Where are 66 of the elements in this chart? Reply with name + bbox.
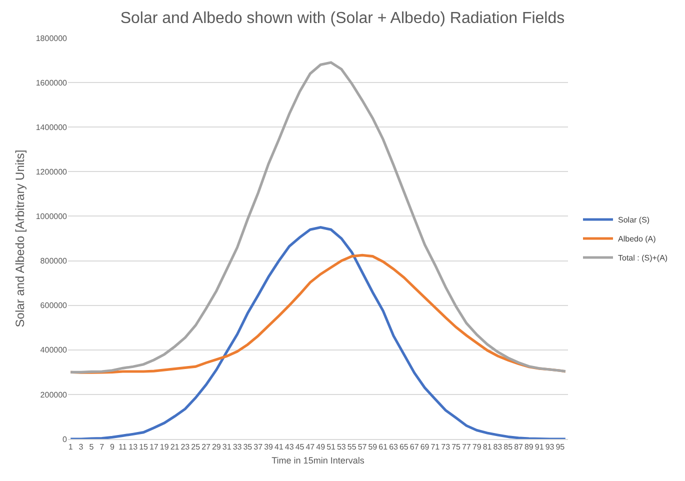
x-tick-label: 69	[420, 442, 430, 452]
x-tick-label: 11	[118, 442, 128, 452]
legend-label: Albedo (A)	[618, 234, 656, 244]
x-tick-label: 73	[441, 442, 451, 452]
x-tick-label: 3	[78, 442, 84, 452]
x-tick-label: 1	[68, 442, 74, 452]
x-tick-label: 49	[316, 442, 326, 452]
x-tick-label: 31	[222, 442, 232, 452]
x-tick-label: 17	[149, 442, 159, 452]
x-axis-title: Time in 15min Intervals	[272, 455, 365, 466]
x-tick-label: 59	[368, 442, 378, 452]
x-tick-label: 19	[160, 442, 170, 452]
y-tick-label: 1000000	[36, 212, 68, 222]
y-tick-label: 1600000	[36, 78, 68, 88]
x-tick-label: 35	[243, 442, 253, 452]
y-tick-label: 1200000	[36, 167, 68, 176]
y-tick-label: 200000	[40, 390, 68, 400]
y-tick-label: 400000	[40, 346, 68, 355]
x-tick-label: 93	[545, 442, 555, 452]
x-tick-label: 79	[472, 442, 482, 452]
x-tick-label: 37	[254, 442, 264, 452]
line-series	[69, 226, 567, 439]
y-tick-label: 1800000	[36, 34, 68, 43]
x-tick-label: 39	[264, 442, 274, 452]
legend-label: Solar (S)	[618, 216, 650, 225]
x-tick-label: 85	[504, 442, 514, 452]
x-tick-label: 33	[232, 442, 242, 452]
x-tick-label: 7	[100, 442, 105, 452]
line-series	[69, 61, 567, 374]
x-tick-label: 25	[191, 442, 201, 452]
x-tick-label: 41	[274, 442, 284, 452]
x-tick-label: 63	[389, 442, 399, 452]
chart-title: Solar and Albedo shown with (Solar + Albedo) Radiation Fields	[120, 10, 565, 28]
x-tick-label: 27	[202, 442, 212, 452]
x-tick-label: 83	[493, 442, 503, 452]
x-tick-label: 95	[556, 442, 566, 452]
x-tick-label: 91	[534, 442, 544, 452]
x-tick-label: 45	[295, 442, 305, 452]
x-tick-label: 21	[170, 442, 180, 452]
y-tick-label: 600000	[40, 301, 68, 310]
x-tick-label: 65	[399, 442, 409, 452]
x-tick-label: 67	[410, 442, 420, 452]
y-tick-label: 0	[62, 434, 68, 444]
x-tick-label: 51	[326, 442, 336, 452]
y-tick-label: 1400000	[36, 122, 68, 132]
x-tick-label: 47	[306, 442, 316, 452]
x-tick-label: 15	[139, 442, 149, 452]
y-axis-title: Solar and Albedo [Arbitrary Units]	[13, 150, 28, 328]
x-tick-label: 53	[336, 442, 346, 452]
x-tick-label: 77	[462, 442, 472, 452]
x-tick-label: 87	[514, 442, 524, 452]
x-tick-label: 43	[284, 442, 294, 452]
x-tick-label: 55	[347, 442, 357, 452]
x-tick-label: 29	[212, 442, 222, 452]
x-tick-label: 5	[89, 442, 94, 452]
y-tick-label: 800000	[40, 256, 68, 266]
x-tick-label: 57	[358, 442, 368, 452]
x-tick-label: 75	[452, 442, 462, 452]
legend-label: Total : (S)+(A)	[618, 254, 668, 263]
x-tick-label: 71	[430, 442, 440, 452]
x-tick-label: 61	[378, 442, 388, 452]
x-tick-label: 89	[524, 442, 534, 452]
x-tick-label: 13	[128, 442, 138, 452]
x-tick-label: 81	[482, 442, 492, 452]
x-tick-label: 23	[180, 442, 190, 452]
x-tick-label: 9	[110, 442, 116, 452]
